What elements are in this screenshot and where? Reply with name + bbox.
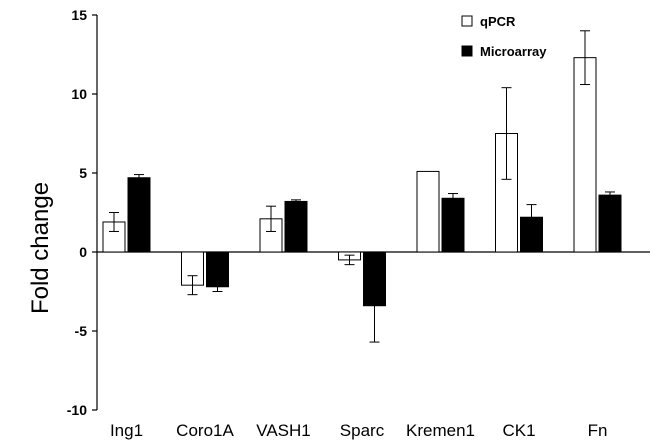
- x-tick-label: VASH1: [256, 421, 311, 440]
- legend: qPCR Microarray: [461, 14, 547, 59]
- y-axis-label: Fold change: [27, 182, 54, 314]
- legend-swatch-microarray: [461, 45, 473, 57]
- bars: [102, 57, 622, 307]
- y-tick-label: -10: [67, 402, 87, 418]
- y-tick-label: 15: [71, 7, 87, 23]
- error-bars: [109, 30, 615, 343]
- x-tick-label: Ing1: [110, 421, 143, 440]
- bar-microarray-vash1: [284, 200, 308, 253]
- legend-label-microarray: Microarray: [480, 44, 547, 59]
- legend-swatch-qpcr: [461, 15, 473, 27]
- bar-microarray-fn: [598, 194, 622, 253]
- bar-microarray-ing1: [127, 177, 151, 253]
- y-axis: 15 10 5 0 -5 -10: [67, 7, 98, 418]
- legend-label-qpcr: qPCR: [480, 14, 516, 29]
- y-tick-label: 5: [79, 165, 87, 181]
- x-tick-label: Sparc: [340, 421, 385, 440]
- x-tick-label: Fn: [588, 421, 608, 440]
- x-tick-label: CK1: [502, 421, 535, 440]
- x-tick-labels: Ing1 Coro1A VASH1 Sparc Kremen1 CK1 Fn: [110, 421, 607, 440]
- y-tick-label: 10: [71, 86, 87, 102]
- bar-qpcr-fn: [573, 57, 597, 253]
- bar-qpcr-kremen1: [416, 170, 440, 253]
- y-tick-label: -5: [75, 323, 88, 339]
- bar-microarray-kremen1: [441, 197, 465, 253]
- x-tick-label: Kremen1: [406, 421, 475, 440]
- x-tick-label: Coro1A: [176, 421, 234, 440]
- y-tick-label: 0: [79, 244, 87, 260]
